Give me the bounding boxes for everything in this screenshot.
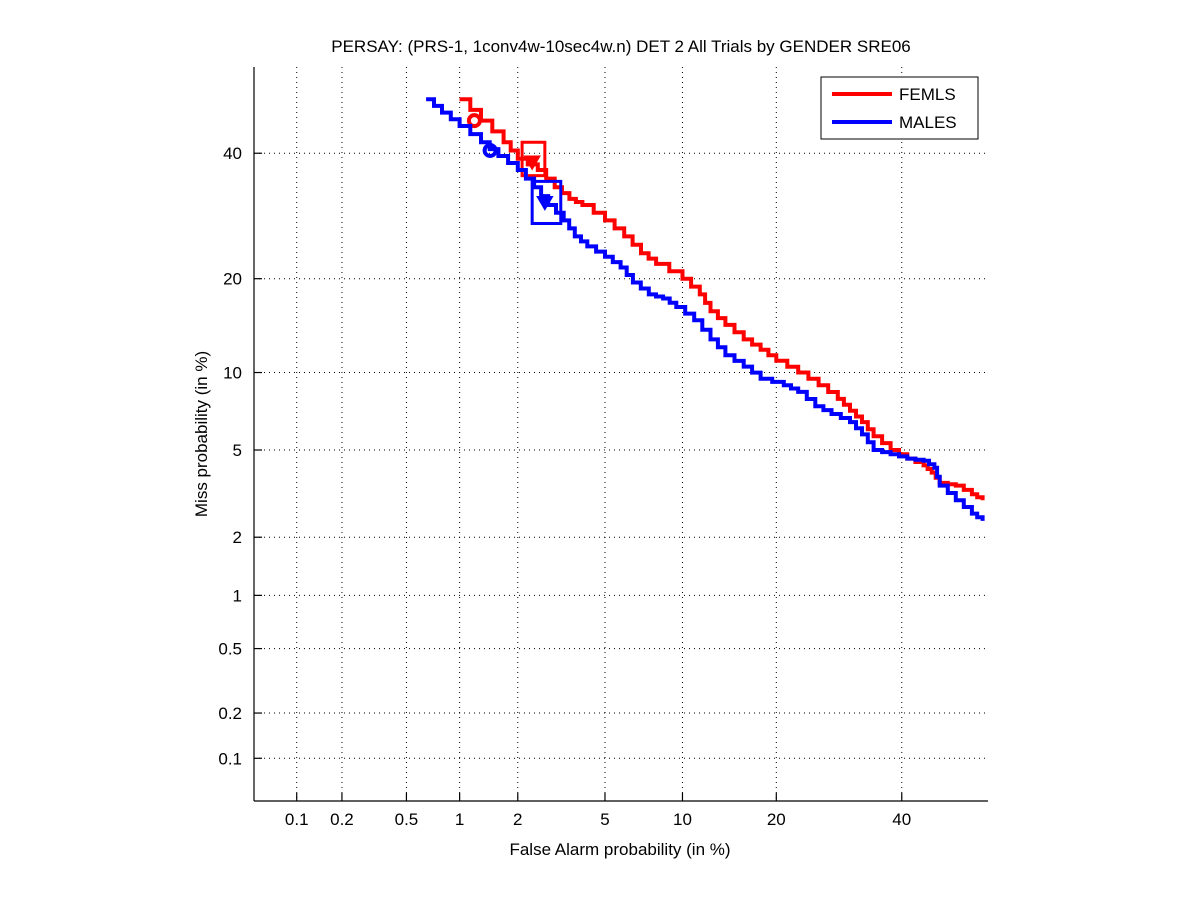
act-dcf-marker-femls [523,155,541,171]
confidence-box-femls [520,140,547,178]
y-tick-label: 20 [223,270,242,289]
x-tick-label: 1 [455,810,464,829]
confidence-box-males [530,179,563,226]
y-tick-label: 1 [233,586,242,605]
series-males [426,97,985,521]
y-tick-label: 40 [223,144,242,163]
chart-title: PERSAY: (PRS-1, 1conv4w-10sec4w.n) DET 2… [331,37,910,56]
det-curve-males [426,97,985,521]
x-tick-label: 2 [513,810,522,829]
x-tick-label: 20 [767,810,786,829]
legend-box [820,76,979,140]
series-femls [459,97,985,501]
min-dcf-marker-femls [466,113,482,129]
y-tick-label: 0.1 [218,749,242,768]
y-tick-label: 0.5 [218,640,242,659]
x-tick-label: 0.2 [330,810,354,829]
x-tick-label: 40 [892,810,911,829]
x-tick-label: 5 [600,810,609,829]
y-tick-label: 10 [223,364,242,383]
legend-label-femls: FEMLS [899,85,956,104]
legend: FEMLS MALES [820,76,979,140]
x-tick-label: 10 [673,810,692,829]
y-tick-label: 2 [233,528,242,547]
y-tick-label: 5 [233,441,242,460]
act-dcf-marker-males [536,195,554,211]
x-axis-label: False Alarm probability (in %) [509,840,730,859]
x-tick-label: 0.5 [395,810,419,829]
grid [254,67,988,801]
min-dcf-marker-males [482,142,498,158]
axes [253,67,988,802]
y-axis-label: Miss probability (in %) [192,351,211,517]
legend-label-males: MALES [899,113,957,132]
series-layer [426,97,985,521]
y-tick-label: 0.2 [218,704,242,723]
ticks: 0.1 0.2 0.5 1 2 5 10 20 40 0.1 0.2 0.5 1 2 5 10 20 40 [218,144,911,829]
x-tick-label: 0.1 [285,810,309,829]
